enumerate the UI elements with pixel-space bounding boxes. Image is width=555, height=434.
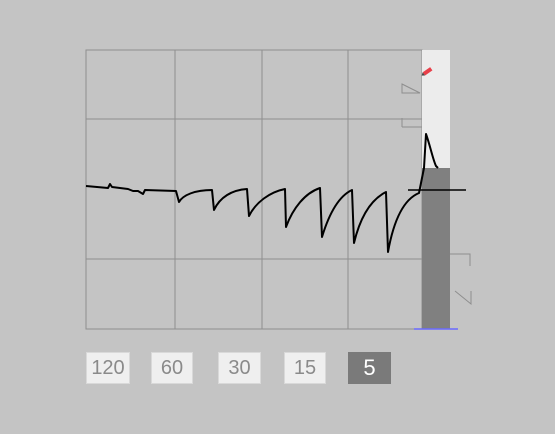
range-button-5[interactable]: 5 — [348, 352, 391, 384]
level-bar[interactable] — [422, 168, 450, 329]
range-button-15[interactable]: 15 — [284, 352, 326, 384]
pencil-icon[interactable] — [420, 67, 433, 77]
plot-frame — [85, 49, 423, 330]
range-button-30[interactable]: 30 — [218, 352, 261, 384]
range-button-60[interactable]: 60 — [151, 352, 193, 384]
range-button-120[interactable]: 120 — [86, 352, 130, 384]
threshold-marker-icon[interactable] — [454, 290, 472, 306]
threshold-marker-icon[interactable] — [401, 118, 422, 128]
waveform-trace — [85, 133, 439, 253]
threshold-marker-icon[interactable] — [450, 253, 471, 266]
threshold-marker-icon[interactable] — [401, 83, 421, 94]
